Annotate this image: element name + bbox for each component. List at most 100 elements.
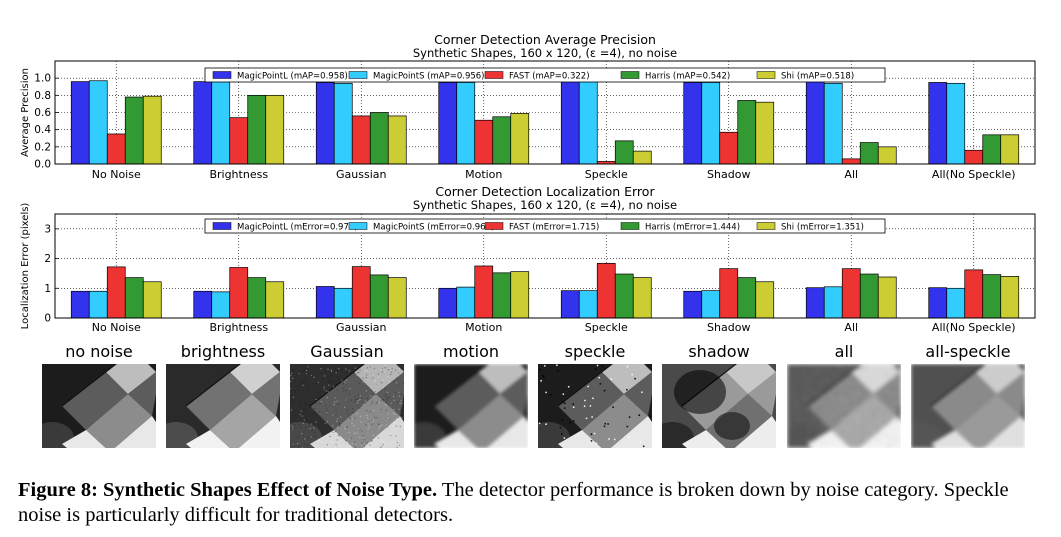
bar [877,146,897,165]
bar [701,82,721,165]
bar [683,290,703,319]
bar [70,81,90,165]
bar [351,266,371,319]
bar [387,277,407,319]
bar [70,290,90,319]
bar [211,291,231,319]
thumbnail-image [42,364,156,448]
bar [964,269,984,319]
legend-swatch [348,71,368,79]
bar [333,287,353,319]
bar [229,267,249,319]
bar [632,150,652,165]
bar [474,265,494,319]
x-category-label: Brightness [209,321,268,334]
bar [964,149,984,165]
x-category-label: Gaussian [336,321,386,334]
bar [510,271,530,319]
bar [351,115,371,165]
legend-box [204,218,886,234]
bar [510,113,530,165]
bar [193,81,213,165]
legend-entry: MagicPointS (mError=0.968) [373,223,494,233]
noise-thumbnail-strip: no noise brightness Gaussian motion [0,342,1061,450]
bar [859,142,879,165]
chart-title: Corner Detection Localization Error [435,184,655,199]
thumbnail-label: brightness [180,342,266,361]
thumbnail-image [662,364,776,448]
caption-title: Figure 8: Synthetic Shapes Effect of Noi… [18,479,438,501]
thumbnail-image [414,364,528,448]
bar [805,81,825,165]
bar [719,131,739,165]
bar [438,287,458,319]
legend-swatch [620,71,640,79]
legend-swatch [212,71,232,79]
x-category-label: Speckle [585,168,628,181]
bar [928,287,948,319]
bar [737,277,757,319]
bar [614,273,634,319]
plot-frame [54,60,1036,165]
bar [124,96,144,165]
x-category-label: No Noise [92,168,141,181]
x-category-label: Motion [465,168,502,181]
x-category-label: All [844,168,858,181]
thumbnail-label: Gaussian [310,342,384,361]
y-tick-label: 0 [44,313,51,325]
bar [737,100,757,165]
bar [982,274,1002,319]
thumbnail-label: motion [442,342,500,361]
bar [369,112,389,165]
bar [1000,134,1020,165]
bar [142,95,162,165]
x-category-label: Motion [465,321,502,334]
thumbnail-label: speckle [564,342,626,361]
bar [560,81,580,165]
x-category-label: All [844,321,858,334]
bar [805,287,825,319]
bar [596,262,616,319]
bar [142,281,162,319]
legend-swatch [484,222,504,230]
bar [315,82,335,165]
bar [265,281,285,319]
x-category-label: Gaussian [336,168,386,181]
bar [946,287,966,319]
localization-error-chart: Corner Detection Localization ErrorSynth… [20,184,1036,334]
bar [369,274,389,319]
bar [755,101,775,165]
x-category-label: Shadow [707,321,750,334]
bar [247,94,267,165]
caption-text: The detector performance is broken down … [18,479,1009,526]
bar [456,82,476,165]
y-axis-label: Average Precision [20,68,31,157]
chart-subtitle: Synthetic Shapes, 160 x 120, (ε =4), no … [413,198,677,212]
y-tick-label: 0.8 [34,90,51,102]
legend-entry: Harris (mError=1.444) [645,223,740,233]
bar [229,117,249,165]
legend-swatch [212,222,232,230]
bar [578,80,598,165]
legend-entry: Shi (mAP=0.518) [781,72,854,82]
bar [456,286,476,319]
thumbnail-label: all [834,342,854,361]
legend-swatch [756,222,776,230]
x-category-label: Speckle [585,321,628,334]
bar [88,80,108,165]
legend-entry: FAST (mError=1.715) [509,223,599,233]
bar [823,286,843,319]
thumbnail-label: shadow [688,342,750,361]
bar [841,268,861,319]
legend-swatch [756,71,776,79]
bar [614,140,634,165]
legend-entry: MagicPointL (mAP=0.958) [237,72,348,82]
thumbnail-label: no noise [65,342,133,361]
thumbnail-image [290,364,404,448]
thumbnail-image [787,364,901,448]
y-axis-label: Localization Error (pixels) [20,203,31,330]
bar [492,116,512,165]
y-tick-label: 0.0 [34,159,51,171]
legend-box [204,67,886,83]
legend-entry: FAST (mAP=0.322) [509,72,590,82]
